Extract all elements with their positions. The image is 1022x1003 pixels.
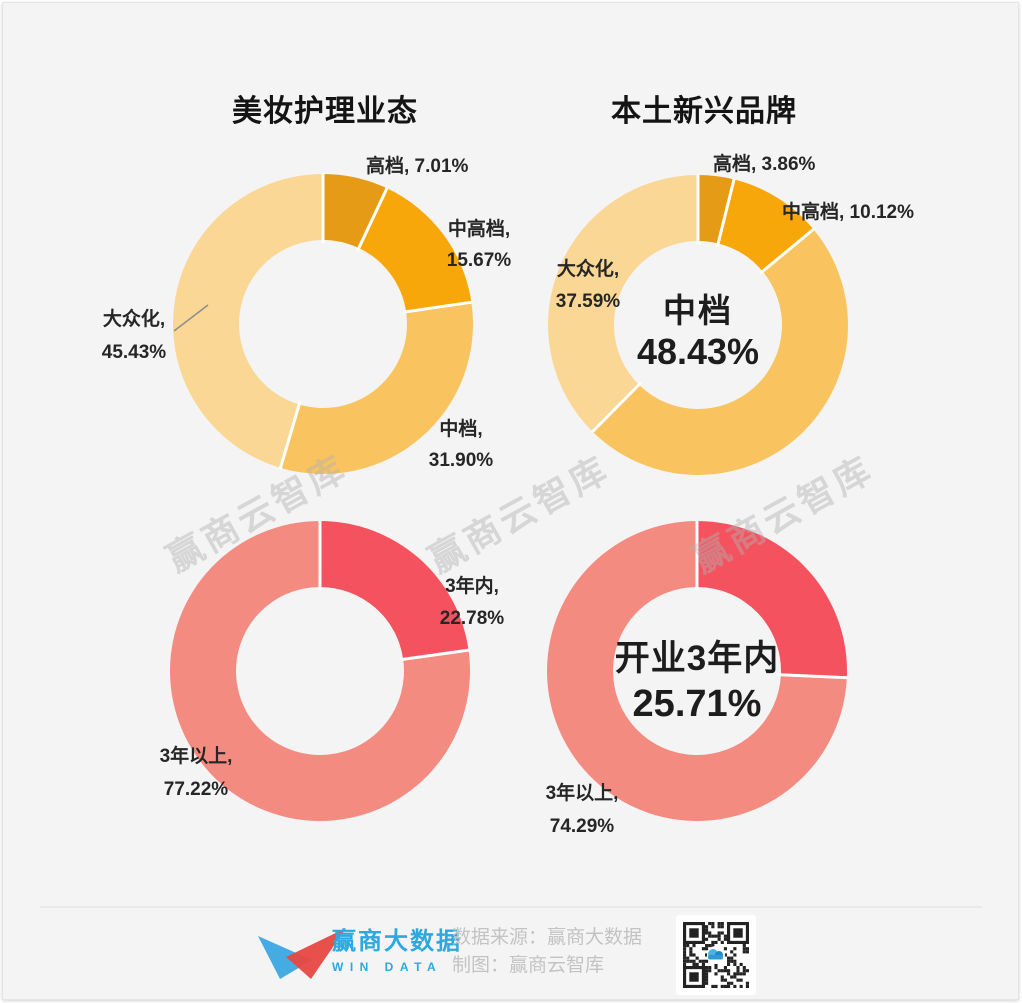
slice-label-zhonggaodang: 中高档, 15.67%: [437, 214, 521, 276]
center-label-category: 中档: [663, 292, 733, 329]
donut-chart-age-local: [546, 520, 848, 822]
brand-block: 赢商大数据 WIN DATA: [332, 928, 462, 974]
slice-label-line: 中高档,: [447, 219, 511, 240]
center-label-category: 开业3年内: [614, 639, 780, 678]
donut-center-label: 开业3年内 25.71%: [572, 637, 822, 727]
slice-label-gaodang: 高档, 3.86%: [713, 154, 816, 175]
data-source-line: 数据来源：赢商大数据: [452, 927, 643, 948]
slice-label-gaodang: 高档, 7.01%: [366, 156, 469, 177]
slice-label-line: 15.67%: [446, 250, 512, 271]
slice-label-line: 31.90%: [428, 450, 494, 471]
brand-name-en: WIN DATA: [332, 960, 443, 974]
slice-label-line: 中档,: [439, 419, 483, 440]
brand-name-cn: 赢商大数据: [332, 928, 462, 955]
slice-label-line: 3年以上,: [545, 783, 619, 804]
slice-label-over-3y: 3年以上, 77.22%: [146, 740, 246, 806]
slice-label-line: 大众化,: [102, 309, 166, 330]
donut-chart-grade-local: [547, 174, 849, 476]
column-title-right: 本土新兴品牌: [611, 95, 797, 128]
donut-chart-age-beauty: [169, 520, 471, 822]
slice-label-line: 77.22%: [163, 779, 229, 800]
footer-divider: [40, 906, 982, 908]
leader-line: [173, 304, 209, 332]
slice-label-line: 74.29%: [549, 816, 615, 837]
slice-label-line: 22.78%: [439, 608, 505, 629]
center-label-value: 25.71%: [632, 683, 762, 725]
footer-credits: 数据来源：赢商大数据 制图：赢商云智库: [452, 924, 642, 980]
slice-label-line: 3年内,: [445, 576, 499, 597]
center-label-value: 48.43%: [636, 331, 760, 372]
slice-label-line: 45.43%: [101, 342, 167, 363]
slice-label-dazhonghua: 大众化, 45.43%: [92, 303, 176, 369]
slice-label-line: 37.59%: [555, 291, 621, 312]
donut-chart-grade-beauty: [172, 173, 474, 475]
donut-center-label: 中档 48.43%: [598, 291, 798, 373]
slice-label-line: 大众化,: [556, 259, 620, 280]
slice-label-line: 3年以上,: [159, 746, 233, 767]
column-title-left: 美妆护理业态: [232, 95, 418, 128]
windata-logo-icon: [258, 928, 346, 979]
credit-line: 制图：赢商云智库: [452, 955, 605, 976]
qr-code: [676, 915, 756, 995]
slice-label-over-3y: 3年以上, 74.29%: [532, 777, 632, 843]
slice-label-dazhonghua: 大众化, 37.59%: [546, 254, 630, 318]
slice-label-within-3y: 3年内, 22.78%: [430, 571, 514, 635]
slice-label-zhonggaodang: 中高档, 10.12%: [782, 202, 914, 223]
slice-label-zhongdang: 中档, 31.90%: [419, 414, 503, 476]
